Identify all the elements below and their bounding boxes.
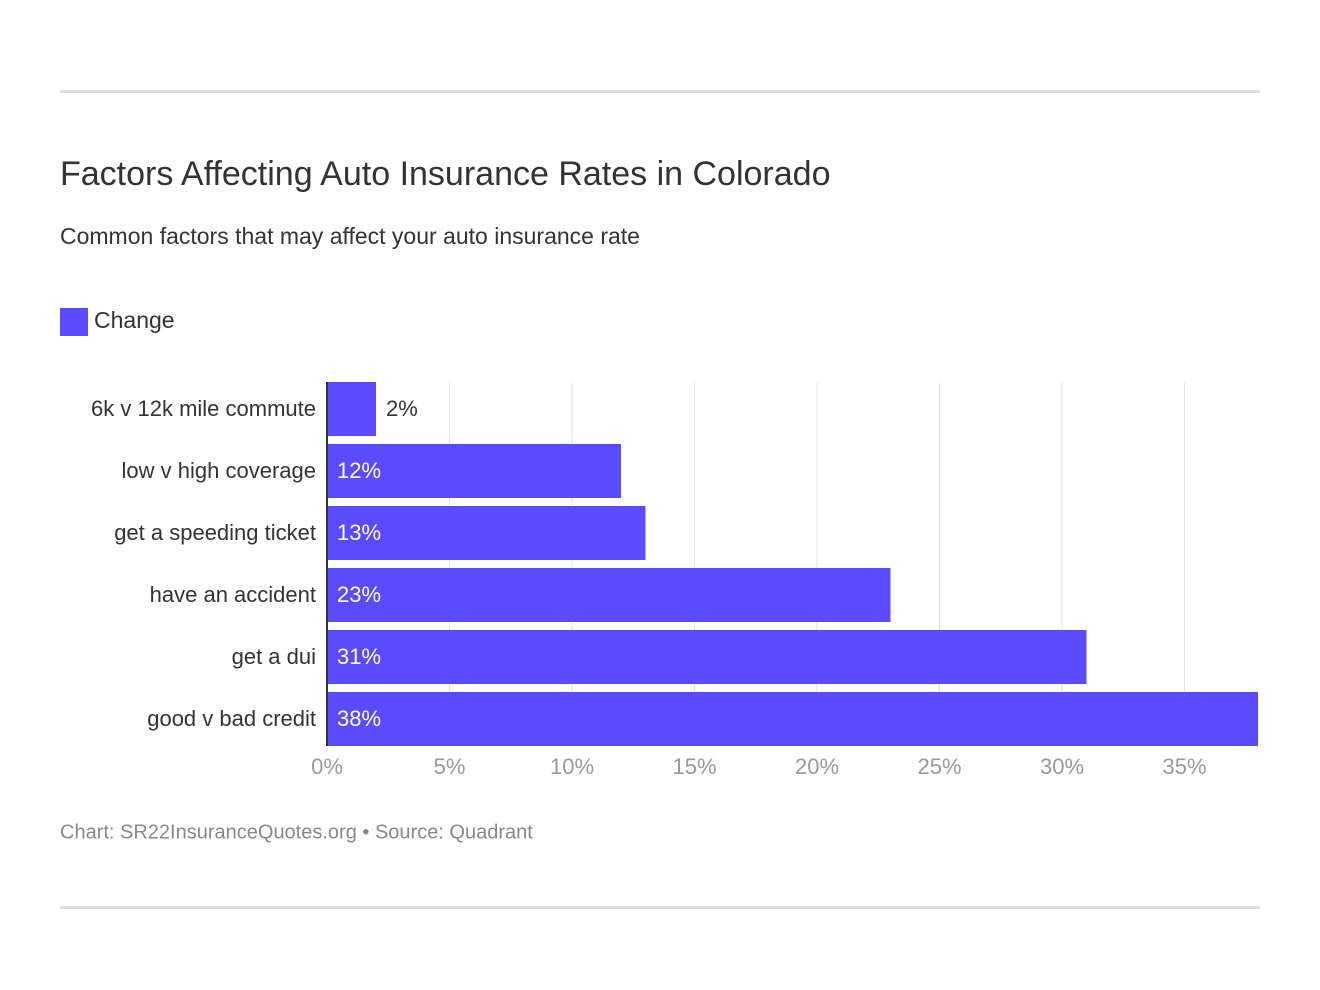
- data-label: 13%: [337, 520, 381, 545]
- x-tick-label: 0%: [311, 754, 343, 779]
- bar: [327, 692, 1258, 746]
- x-tick-label: 20%: [795, 754, 839, 779]
- data-label: 2%: [386, 396, 418, 421]
- bar: [327, 630, 1087, 684]
- x-tick-label: 15%: [672, 754, 716, 779]
- y-tick-label: have an accident: [150, 582, 316, 607]
- y-tick-label: get a dui: [232, 644, 316, 669]
- y-tick-label: 6k v 12k mile commute: [91, 396, 316, 421]
- y-tick-label: get a speeding ticket: [114, 520, 316, 545]
- x-tick-label: 5%: [434, 754, 466, 779]
- x-tick-label: 10%: [550, 754, 594, 779]
- x-tick-label: 25%: [917, 754, 961, 779]
- legend-label: Change: [94, 307, 175, 333]
- legend-swatch: [60, 308, 88, 336]
- x-tick-label: 30%: [1040, 754, 1084, 779]
- bar: [327, 506, 646, 560]
- y-tick-label: low v high coverage: [122, 458, 316, 483]
- footer: Chart: SR22InsuranceQuotes.org • Source:…: [60, 821, 533, 843]
- data-label: 38%: [337, 706, 381, 731]
- data-label: 31%: [337, 644, 381, 669]
- y-tick-label: good v bad credit: [147, 706, 316, 731]
- chart-subtitle: Common factors that may affect your auto…: [60, 223, 640, 249]
- bar: [327, 444, 621, 498]
- data-label: 12%: [337, 458, 381, 483]
- bar: [327, 382, 376, 436]
- bar: [327, 568, 891, 622]
- chart-title: Factors Affecting Auto Insurance Rates i…: [60, 155, 830, 193]
- data-label: 23%: [337, 582, 381, 607]
- x-tick-label: 35%: [1162, 754, 1206, 779]
